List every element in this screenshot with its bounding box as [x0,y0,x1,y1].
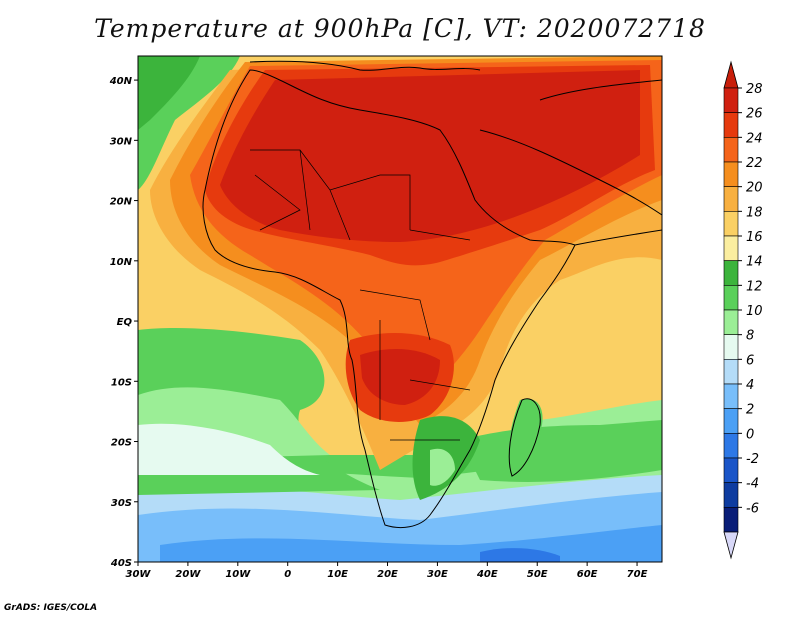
lon-tick-label: 30W [126,569,152,580]
colorbar-label: 2 [746,403,754,418]
field-north-atlantic-dark [138,56,200,130]
map-frame [137,55,663,563]
lon-tick-label: 0 [284,569,291,580]
colorbar-segment [723,433,739,459]
colorbar-segment [723,507,739,533]
colorbar-under-triangle [723,531,739,560]
lon-tick-label: 10E [327,569,348,580]
field-warm-28 [220,70,640,242]
colorbar-label: 16 [746,230,763,245]
colorbar-label: 18 [746,205,763,220]
colorbar-segment [723,383,739,409]
colorbar-label: -4 [746,477,759,492]
lon-tick-label: 50E [527,569,548,580]
colorbar-segment [723,87,739,113]
temperature-field [138,56,662,562]
colorbar-label: 12 [746,279,763,294]
europe-coast [249,60,481,71]
lon-tick-label: 20W [175,569,201,580]
colorbar-segment [723,186,739,212]
colorbar-segment [723,161,739,187]
colorbar-segment [723,482,739,508]
colorbar-segment [723,260,739,286]
colorbar-label: 28 [746,82,763,97]
lon-tick-label: 30E [427,569,448,580]
latitude-axis: 40N 30N 20N 10N EQ 10S 20S 30S 40S [109,76,138,569]
colorbar-label: 26 [746,107,763,122]
coastlines [202,60,662,528]
colorbar-segment [723,211,739,237]
colorbar-over-triangle [723,60,739,89]
lon-tick-label: 20E [377,569,398,580]
colorbar-label: 24 [746,131,763,146]
madagascar-coast [508,398,541,477]
colorbar-label: 6 [746,353,754,368]
field-band-south-2 [480,548,560,562]
chart-title: Temperature at 900hPa [C], VT: 202007271… [94,14,706,43]
africa-coast [202,69,576,528]
colorbar-label: 10 [746,304,763,319]
field-se-africa-light [430,448,455,486]
colorbar-label: 22 [746,156,763,171]
colorbar-segment [723,457,739,483]
lat-tick-label: 40N [109,76,133,87]
lat-tick-label: 40S [110,558,132,569]
colorbar-label: 14 [746,255,763,270]
colorbar-label: 20 [746,181,763,196]
colorbar-label: -2 [746,452,759,467]
credit-text: GrADS: IGES/COLA [4,603,98,613]
lat-tick-label: 10N [110,257,133,268]
colorbar-segment [723,112,739,138]
colorbar-segment [723,137,739,163]
colorbar-label: 0 [746,427,754,442]
colorbar-segment [723,235,739,261]
country-borders [250,149,471,441]
lat-tick-label: 30N [110,136,133,147]
lon-tick-label: 40E [476,569,498,580]
colorbar-segment [723,334,739,360]
field-atlantic-pale [138,423,320,475]
lon-tick-label: 70E [627,569,648,580]
colorbar-segment [723,309,739,335]
longitude-axis: 30W 20W 10W 0 10E 20E 30E 40E 50E 60E 70E [126,562,648,580]
colorbar-label: 4 [746,378,754,393]
field-madagascar [508,398,543,476]
colorbar-label: 8 [746,329,754,344]
lat-tick-label: 30S [111,498,132,509]
lat-tick-label: EQ [117,317,133,328]
lat-tick-label: 20N [110,197,133,208]
arabia-asia-coast [479,79,662,246]
lon-tick-label: 10W [225,569,251,580]
colorbar-segment [723,285,739,311]
colorbar-segment [723,359,739,385]
lat-tick-label: 20S [111,438,132,449]
colorbar-segment [723,408,739,434]
lat-tick-label: 10S [111,377,132,388]
lon-tick-label: 60E [577,569,598,580]
colorbar-label: -6 [746,501,759,516]
